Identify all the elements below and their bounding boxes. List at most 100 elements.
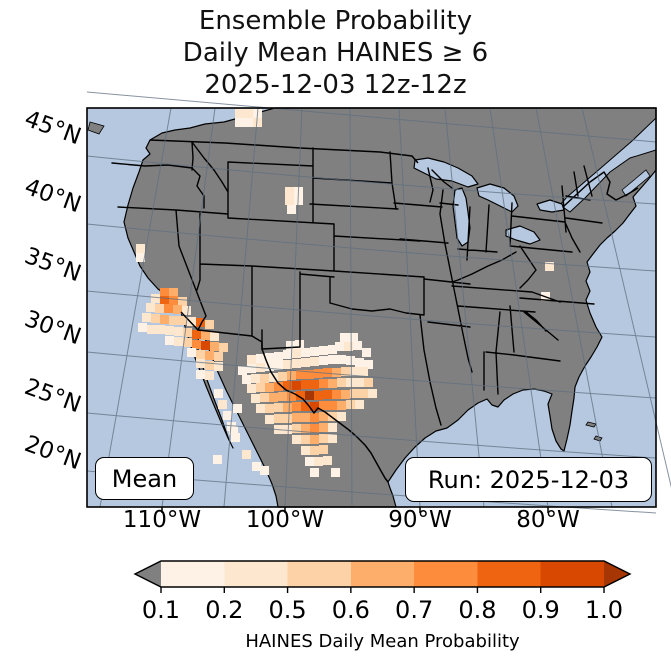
probability-cell [213,455,222,464]
probability-cell [285,196,294,205]
probability-cell [231,433,240,442]
lon-label-80w: 80°W [516,507,580,533]
probability-cell [196,370,205,379]
probability-cell [364,360,373,369]
vancouver-island [87,121,105,135]
probability-cell [196,318,205,327]
probability-cell [278,392,287,401]
probability-cell [173,305,182,314]
probability-cell [210,342,219,351]
colorbar-segment [161,561,225,587]
probability-cell [314,457,323,466]
probability-cell [274,352,283,361]
colorbar-tick-label: 1.0 [584,596,624,624]
meridian-100w [284,107,303,508]
probability-cell [235,118,244,127]
probability-cell [362,348,371,357]
colorbar-segments [161,561,605,587]
probability-cell [233,404,242,413]
probability-cell [319,412,328,421]
lon-label-110w: 110°W [122,507,202,533]
parallel-25n [86,412,657,459]
run-date-badge: Run: 2025-12-03 [405,457,652,502]
probability-cell [214,389,223,398]
probability-cell [287,371,296,380]
probability-cell [310,424,319,433]
probability-cell [328,434,337,443]
colorbar-tick-label: 0.8 [458,596,497,624]
probability-cell [218,400,227,409]
probability-cell [337,378,346,387]
colorbar-tick-label: 0.7 [395,596,434,624]
x-axis-ticks [161,507,549,513]
probability-cell [305,370,314,379]
probability-cell [355,400,364,409]
probability-cell [368,389,377,398]
probability-cell [274,361,283,370]
probability-cell [260,393,269,402]
probability-cell [292,381,301,390]
probability-cell [196,359,205,368]
probability-cell [214,362,223,371]
probability-cell [319,379,328,388]
probability-cell [319,434,328,443]
probability-cell [314,369,323,378]
probability-cell [265,383,274,392]
gridlines [86,91,671,514]
probability-cell [205,371,214,380]
bay-of-fundy [621,169,651,197]
probability-cell [301,435,310,444]
probability-cell [169,316,178,325]
colorbar-segment [287,561,352,587]
probability-cell [340,333,349,342]
meridian-110w [161,107,216,508]
meridian-105w [223,107,259,508]
mean-badge: Mean [95,457,194,500]
probability-cell [196,350,205,359]
probability-cell [182,306,191,315]
probability-cell [314,391,323,400]
probability-cell [244,118,253,127]
probability-cell [244,109,253,118]
probability-cell [305,457,314,466]
probability-cell [332,390,341,399]
probability-cell [265,353,274,362]
parallel-40n [86,223,657,272]
meridian-70w [581,107,671,488]
colorbar-tick-label: 0.5 [268,596,307,624]
lat-label-35n: 35°N [21,242,85,288]
probability-cell [292,413,301,422]
colorbar [133,560,632,593]
probability-cell [256,354,265,363]
probability-cell [545,262,554,271]
colorbar-tick-label: 0.9 [521,596,560,624]
probability-cell [346,378,355,387]
probability-cell [265,404,274,413]
probability-cell [165,336,174,345]
probability-cell [287,392,296,401]
meridian-80w [489,107,549,508]
lat-label-25n: 25°N [21,373,85,419]
probability-cell [165,326,174,335]
run-date-label: Run: 2025-12-03 [427,465,630,494]
probability-cell [187,348,196,357]
probability-cell [251,394,260,403]
probability-cell [142,313,151,322]
probability-cell [310,435,319,444]
probability-cell [201,331,210,340]
probability-cell [274,382,283,391]
probability-cell [160,315,169,324]
probability-cell [242,450,251,459]
probability-cell [252,462,261,471]
probability-cell [283,414,292,423]
colorbar-segment [224,561,289,587]
islands [87,121,603,442]
lat-label-30n: 30°N [21,305,85,351]
probability-cell [328,345,337,354]
figure-title-line2: Daily Mean HAINES ≥ 6 [182,38,489,68]
probability-cell [328,355,337,364]
probability-cell [296,370,305,379]
probability-cell [292,349,301,358]
probability-cell [337,401,346,410]
